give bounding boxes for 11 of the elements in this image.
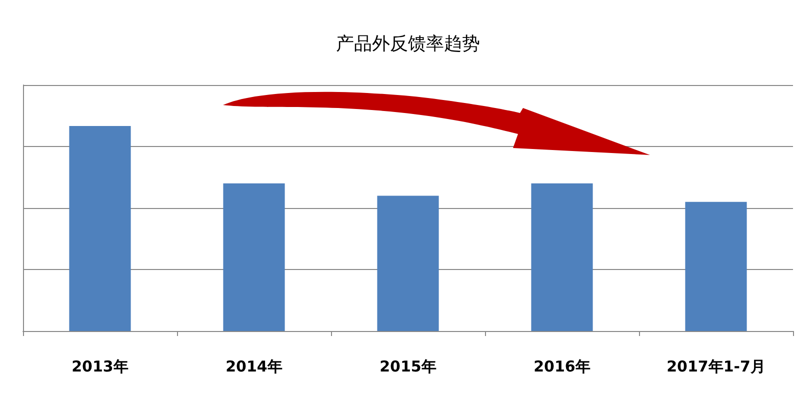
bar xyxy=(685,202,747,331)
chart-title: 产品外反馈率趋势 xyxy=(336,34,480,54)
x-tick-label: 2014年 xyxy=(226,358,282,376)
bar xyxy=(69,126,131,331)
x-tick-label: 2015年 xyxy=(380,358,436,376)
x-tick-label: 2016年 xyxy=(534,358,590,376)
x-tick-label: 2017年1-7月 xyxy=(666,358,766,376)
bar xyxy=(377,196,439,331)
bar xyxy=(223,183,285,331)
x-tick-label: 2013年 xyxy=(72,358,128,376)
bar xyxy=(531,183,593,331)
